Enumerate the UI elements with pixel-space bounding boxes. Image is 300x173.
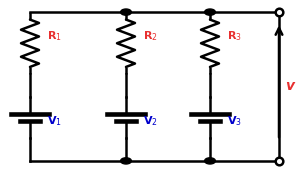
Text: R$_1$: R$_1$ (47, 29, 62, 43)
Circle shape (205, 158, 215, 164)
Circle shape (121, 158, 131, 164)
Circle shape (121, 9, 131, 15)
Text: V$_1$: V$_1$ (47, 114, 62, 128)
Circle shape (205, 9, 215, 15)
Text: R$_3$: R$_3$ (227, 29, 242, 43)
Text: V$_2$: V$_2$ (143, 114, 158, 128)
Text: v: v (286, 80, 295, 93)
Text: V$_3$: V$_3$ (227, 114, 242, 128)
Text: R$_2$: R$_2$ (143, 29, 158, 43)
